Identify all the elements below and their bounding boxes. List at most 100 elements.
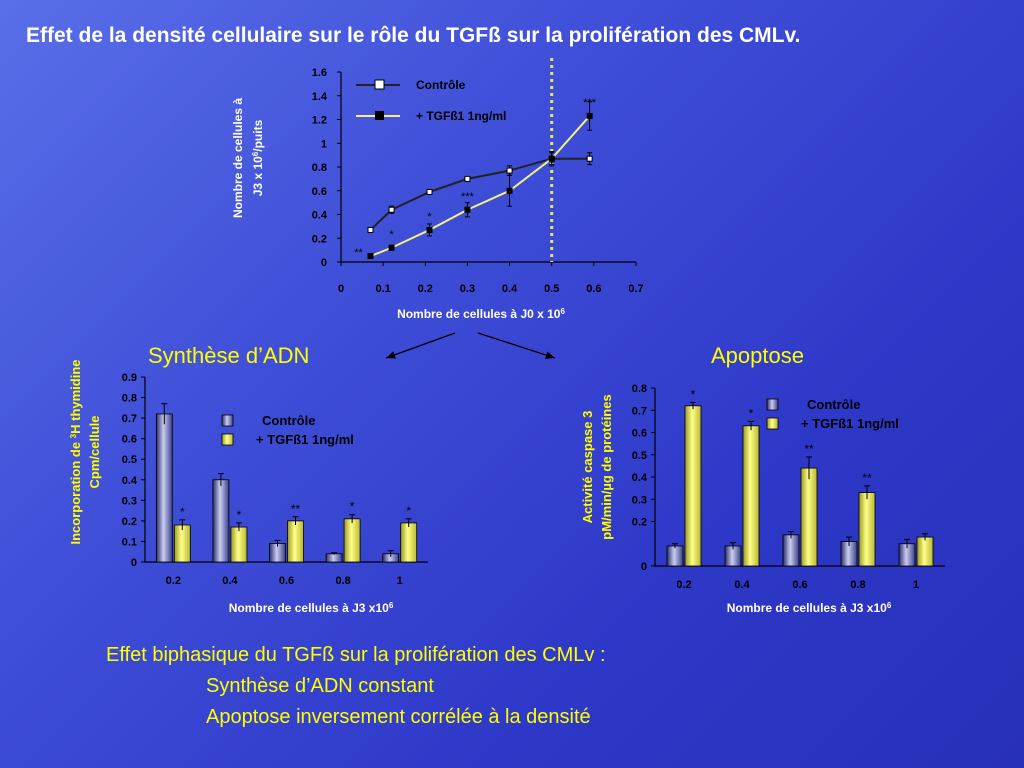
legend-swatch-control	[766, 398, 779, 411]
x-tick-label: 0.7	[628, 283, 643, 295]
bar-tgf	[400, 522, 418, 563]
series-line-control	[369, 157, 590, 231]
data-point-control	[367, 226, 374, 233]
bar-tgf	[800, 467, 818, 567]
x-tick-label: 0.2	[166, 575, 181, 587]
y-axis-label-line-2: J3 x 106/puits	[251, 119, 266, 196]
x-tick-label: 0.2	[418, 283, 433, 295]
legend-marker-tgf	[375, 111, 384, 120]
arrow-to-dna-synthesis-head	[386, 351, 396, 359]
section-title-dna-synthesis: Synthèse d’ADN	[148, 343, 310, 368]
data-point-tgf	[586, 112, 593, 119]
y-tick-label: 0.8	[312, 162, 327, 174]
data-point-tgf	[506, 187, 513, 194]
bar-tgf	[287, 520, 304, 563]
y-tick-label: 0.2	[312, 233, 327, 245]
significance-marker: ***	[583, 97, 597, 109]
x-tick-label: 0.6	[792, 579, 807, 591]
bar-control	[212, 479, 230, 563]
significance-marker: *	[180, 505, 185, 519]
data-point-tgf	[388, 244, 395, 251]
bar-tgf	[742, 425, 760, 567]
y-axis-label-line-1: Activité caspase 3	[580, 411, 595, 524]
x-tick-label: 0.2	[676, 579, 691, 591]
summary-line-3: Apoptose inversement corrélée à la densi…	[206, 706, 591, 728]
significance-marker: *	[350, 500, 355, 514]
y-axis-label-line-1: Incorporation de 3H thymidine	[68, 359, 83, 544]
bar-tgf	[343, 518, 361, 563]
significance-marker: **	[354, 247, 363, 259]
significance-marker: *	[691, 387, 696, 401]
arrow-to-dna-synthesis	[385, 332, 456, 359]
section-arrows	[385, 332, 556, 359]
y-tick-label: 0.8	[122, 393, 137, 405]
y-tick-label: 0.6	[312, 186, 327, 198]
bar-tgf	[173, 524, 191, 563]
y-tick-label: 0.6	[632, 428, 647, 440]
summary-line-1: Effet biphasique du TGFß sur la prolifér…	[106, 644, 606, 666]
series-line-tgf	[370, 115, 591, 257]
legend-swatch-control	[221, 414, 234, 427]
x-axis-label: Nombre de cellules à J3 x106	[229, 601, 394, 616]
y-tick-label: 1.6	[312, 67, 327, 79]
x-tick-label: 0.6	[279, 575, 294, 587]
y-tick-label: 0.7	[632, 405, 647, 417]
y-axis-label-line-2: Cpm/cellule	[87, 416, 102, 489]
x-tick-label: 0.3	[460, 283, 475, 295]
y-tick-label: 1.4	[312, 91, 328, 103]
dna-synthesis-bar-chart: 0 0.1 0.2 0.3 0.4 0.5 0.6 0.7 0.8 0.9 0.2 * 0.4 * 0.6 *…	[68, 359, 428, 615]
y-tick-label: 0.4	[632, 472, 648, 484]
summary-line-2: Synthèse d’ADN constant	[206, 675, 434, 697]
significance-marker: **	[862, 471, 872, 485]
bar-control	[666, 545, 684, 567]
legend-label-control: Contrôle	[262, 413, 315, 428]
legend-label-tgf: + TGFß1 1ng/ml	[256, 432, 354, 447]
y-tick-label: 0	[131, 557, 137, 569]
y-tick-label: 0.2	[122, 516, 137, 528]
data-point-tgf	[548, 155, 555, 162]
x-tick-label: 0.5	[544, 283, 559, 295]
x-tick-label: 1	[397, 575, 403, 587]
x-tick-label: 0.1	[375, 283, 390, 295]
x-tick-label: 0.8	[335, 575, 350, 587]
legend-label-control: Contrôle	[416, 78, 466, 92]
x-tick-label: 0.4	[502, 283, 518, 295]
apoptosis-bar-chart: 0 0.2 0.3 0.4 0.5 0.6 0.7 0.8 0.2 * 0.4 * 0.6 ** 0.8 **…	[580, 383, 945, 615]
y-tick-label: 0.5	[122, 454, 137, 466]
y-tick-label: 1.2	[312, 115, 327, 127]
y-tick-label: 0.3	[122, 495, 137, 507]
data-point-control	[506, 167, 513, 174]
proliferation-line-chart: 0 0.2 0.4 0.6 0.8 1 1.2 1.4 1.6 0 0.1 0.2 0.3 0.4 0.5 0…	[231, 58, 644, 321]
y-tick-label: 0	[641, 561, 647, 573]
arrow-to-apoptosis	[477, 332, 556, 359]
x-tick-label: 0.4	[734, 579, 750, 591]
legend-label-control: Contrôle	[807, 397, 860, 412]
x-tick-label: 0.8	[850, 579, 865, 591]
significance-marker: *	[749, 406, 754, 420]
data-point-control	[388, 206, 395, 213]
significance-marker: **	[804, 442, 814, 456]
bar-tgf	[858, 492, 876, 567]
slide-title: Effet de la densité cellulaire sur le rô…	[26, 24, 801, 47]
bar-tgf	[230, 526, 248, 563]
y-tick-label: 0.5	[632, 450, 647, 462]
y-tick-label: 0.3	[632, 494, 647, 506]
y-tick-label: 0.6	[122, 434, 137, 446]
x-axis-label: Nombre de cellules à J3 x106	[727, 601, 892, 616]
bar-control	[155, 413, 173, 563]
bar-control	[782, 534, 800, 567]
y-tick-label: 0.4	[312, 210, 328, 222]
x-tick-label: 1	[913, 579, 919, 591]
data-point-control	[426, 188, 433, 195]
significance-marker: *	[406, 504, 411, 518]
section-title-apoptosis: Apoptose	[711, 343, 804, 368]
data-point-control	[586, 155, 593, 162]
summary-text: Effet biphasique du TGFß sur la prolifér…	[106, 640, 606, 733]
y-tick-label: 0.2	[632, 517, 647, 529]
x-axis-label: Nombre de cellules à J0 x 106	[397, 307, 565, 322]
legend-label-tgf: + TGFß1 1ng/ml	[416, 109, 506, 123]
y-tick-label: 0.9	[122, 372, 137, 384]
data-point-tgf	[464, 206, 471, 213]
y-tick-label: 0.8	[632, 383, 647, 395]
